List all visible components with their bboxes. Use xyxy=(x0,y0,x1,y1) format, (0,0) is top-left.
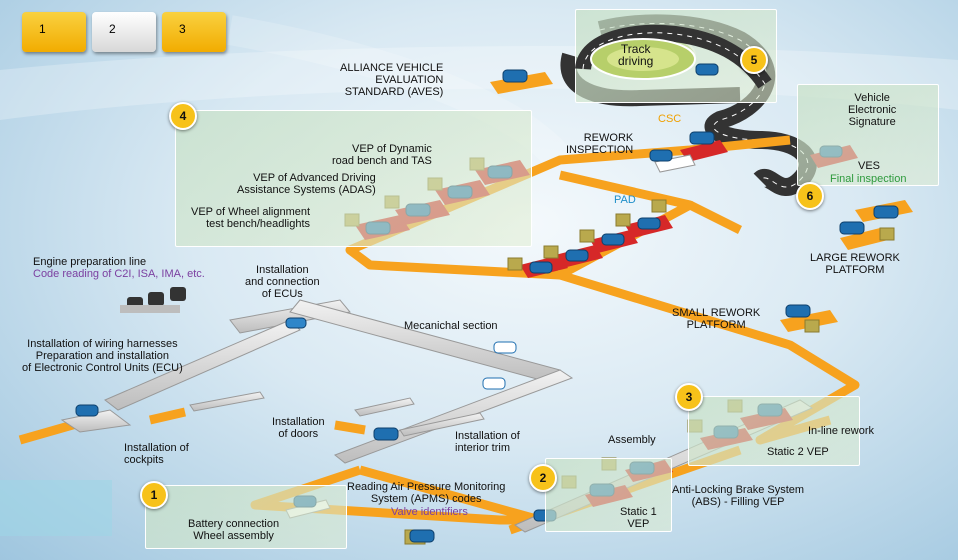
ves-label: VES xyxy=(858,160,881,172)
vep-panel xyxy=(175,110,532,247)
static1-label: Static 1 VEP xyxy=(620,506,657,530)
interior-trim-label: Installation of interior trim xyxy=(455,430,520,454)
ves-title-label: Vehicle Electronic Signature xyxy=(848,92,897,128)
step-badge-5: 5 xyxy=(740,46,768,74)
tab-2-label: 2 xyxy=(109,22,116,36)
large-rework-label: LARGE REWORK PLATFORM xyxy=(810,252,900,276)
csc-label: CSC xyxy=(658,113,682,125)
ves-panel xyxy=(797,84,939,186)
step-badge-4: 4 xyxy=(169,102,197,130)
valve-identifiers-label: Valve identifiers xyxy=(391,506,468,518)
step-badge-2: 2 xyxy=(529,464,557,492)
battery-label: Battery connection Wheel assembly xyxy=(188,518,280,542)
final-inspection-label: Final inspection xyxy=(830,173,907,185)
tab-3-label: 3 xyxy=(179,22,186,36)
battery-panel xyxy=(145,485,347,549)
small-rework-label: SMALL REWORK PLATFORM xyxy=(672,307,761,331)
tab-2[interactable]: 2 xyxy=(92,12,156,52)
static2-label: Static 2 VEP xyxy=(767,446,829,458)
step-badge-3: 3 xyxy=(675,383,703,411)
engine-blocks xyxy=(120,287,186,313)
wiring-label: Installation of wiring harnesses Preparat… xyxy=(22,338,183,374)
engine-codes-label: Code reading of C2I, ISA, IMA, etc. xyxy=(33,268,205,280)
inline-rework-label: In-line rework xyxy=(808,425,875,437)
mechanical-section-label: Mecanichal section xyxy=(404,320,498,332)
vep-wheel-label: VEP of Wheel alignment test bench/headlig… xyxy=(191,206,311,230)
engine-line-label: Engine preparation line xyxy=(33,256,147,268)
vep-dynamic-label: VEP of Dynamic road bench and TAS xyxy=(332,143,432,167)
rework-inspection-label: REWORK INSPECTION xyxy=(566,132,634,156)
tab-1[interactable]: 1 xyxy=(22,12,86,52)
static2-panel xyxy=(688,396,860,466)
aves-label: ALLIANCE VEHICLE EVALUATION STANDARD (AVES… xyxy=(340,62,444,98)
pad-label: PAD xyxy=(614,194,636,206)
cockpits-label: Installation of cockpits xyxy=(124,442,189,466)
vep-adas-label: VEP of Advanced Driving Assistance System… xyxy=(237,172,376,196)
apms-label: Reading Air Pressure Monitoring System (A… xyxy=(347,481,506,505)
abs-label: Anti-Locking Brake System (ABS) - Filling… xyxy=(672,484,805,508)
ecus-label: Installation and connection of ECUs xyxy=(245,264,320,300)
step-badge-6: 6 xyxy=(796,182,824,210)
doors-label: Installation of doors xyxy=(272,416,325,440)
tab-3[interactable]: 3 xyxy=(162,12,226,52)
step-badge-1: 1 xyxy=(140,481,168,509)
tab-1-label: 1 xyxy=(39,22,46,36)
static1-panel xyxy=(545,458,672,532)
track-driving-label: Track driving xyxy=(618,42,654,68)
assembly-label: Assembly xyxy=(608,434,656,446)
